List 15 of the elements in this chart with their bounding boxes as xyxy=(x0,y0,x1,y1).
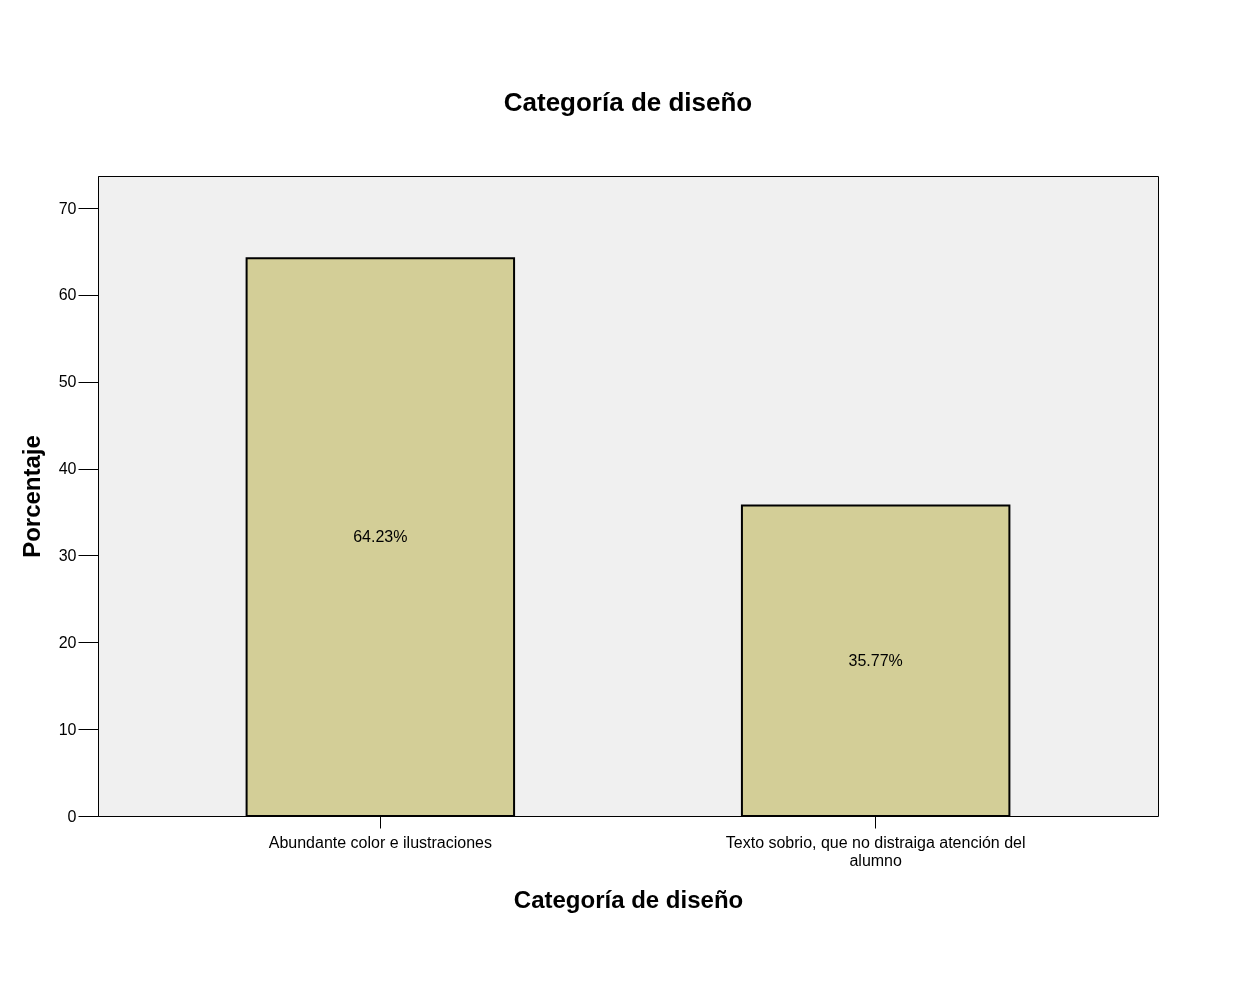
y-axis-title: Porcentaje xyxy=(17,435,45,558)
y-tick-label: 0 xyxy=(67,807,77,825)
y-tick-label: 30 xyxy=(58,546,77,564)
y-tick-label: 40 xyxy=(58,460,77,478)
x-tick-label: Abundante color e ilustraciones xyxy=(268,833,492,851)
y-tick-label: 50 xyxy=(58,373,77,391)
data-label: 64.23% xyxy=(353,528,408,546)
y-tick-label: 20 xyxy=(58,633,77,651)
y-tick-label: 10 xyxy=(58,720,77,738)
x-tick-label: Texto sobrio, que no distraiga atención del alumno xyxy=(725,833,1026,869)
x-axis-title: Categoría de diseño xyxy=(513,885,744,913)
y-tick-label: 60 xyxy=(58,286,77,304)
y-tick-label: 70 xyxy=(58,199,77,217)
chart-title: Categoría de diseño xyxy=(503,87,753,117)
data-label: 35.77% xyxy=(848,651,903,669)
